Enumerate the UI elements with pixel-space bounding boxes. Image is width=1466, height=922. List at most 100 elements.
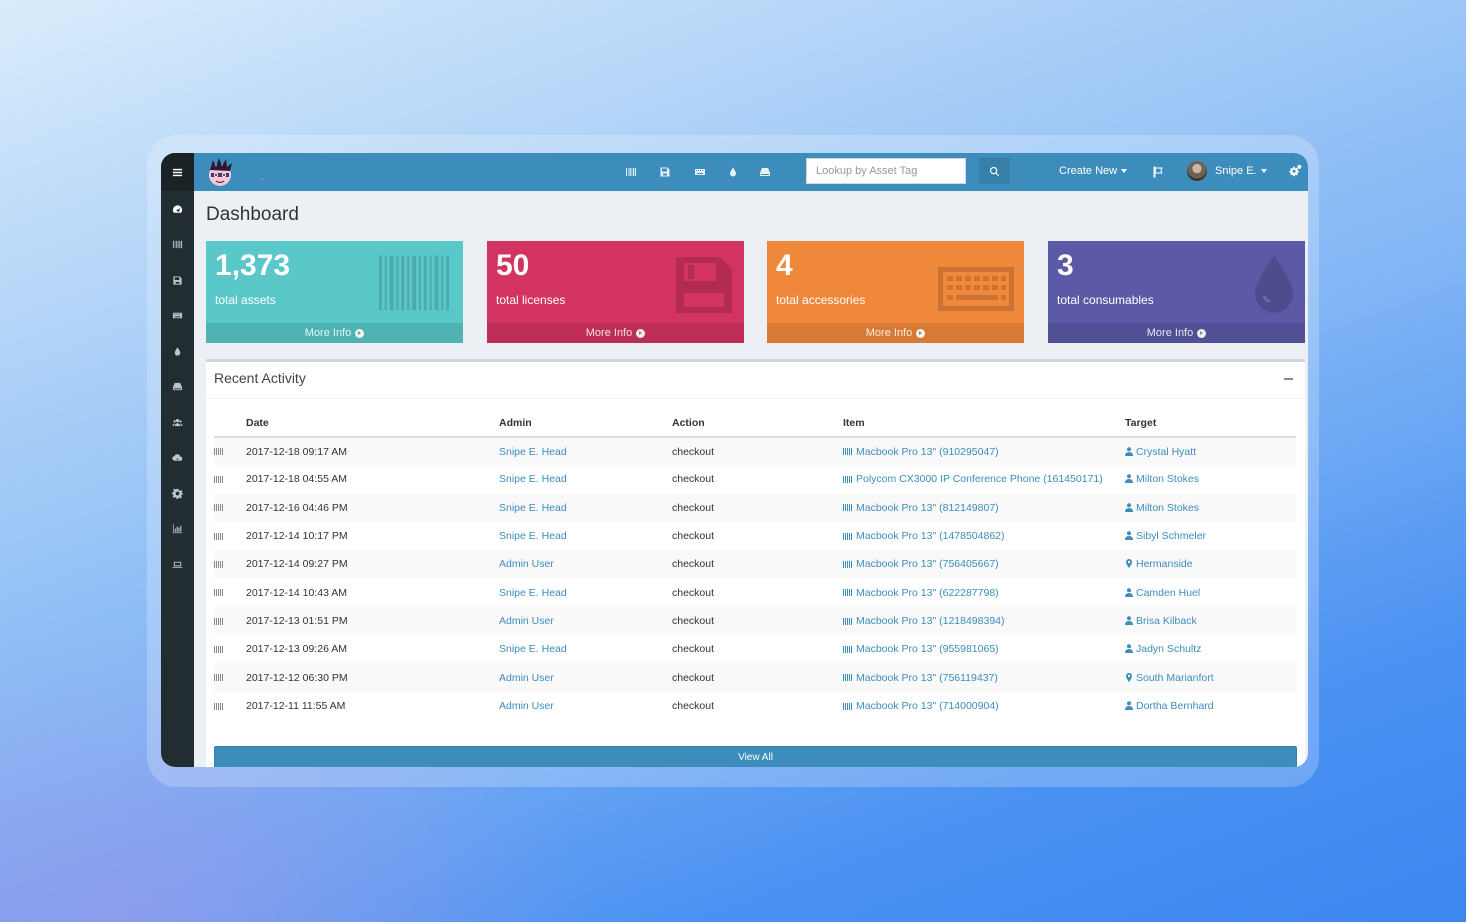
collapse-minus-icon[interactable]: [1284, 378, 1293, 380]
nav-keyboard-icon[interactable]: [693, 165, 707, 179]
snipe-it-logo[interactable]: [204, 156, 236, 188]
row-admin-link[interactable]: Admin User: [499, 671, 554, 684]
row-date: 2017-12-13 09:26 AM: [246, 643, 347, 656]
row-target-link[interactable]: Crystal Hyatt: [1125, 446, 1196, 458]
row-target-link[interactable]: Camden Huel: [1125, 587, 1200, 599]
row-item-link[interactable]: Macbook Pro 13" (812149807): [843, 502, 999, 514]
stat-number: 1,373: [215, 249, 291, 282]
row-item-label: Polycom CX3000 IP Conference Phone (1614…: [856, 473, 1103, 486]
row-target-link[interactable]: Jadyn Schultz: [1125, 643, 1201, 655]
search-button[interactable]: [979, 158, 1010, 184]
row-date: 2017-12-16 04:46 PM: [246, 493, 499, 522]
sidebar-cloud-download-icon[interactable]: [161, 447, 194, 467]
sidebar: [161, 153, 194, 767]
view-all-button[interactable]: View All: [214, 746, 1297, 767]
row-target-link[interactable]: South Marianfort: [1125, 672, 1214, 684]
row-target-link[interactable]: Milton Stokes: [1125, 473, 1199, 485]
row-item-link[interactable]: Macbook Pro 13" (955981065): [843, 643, 999, 655]
sidebar-bar-chart-icon[interactable]: [161, 518, 194, 538]
row-target-link[interactable]: Brisa Kilback: [1125, 615, 1197, 627]
row-admin-link[interactable]: Snipe E. Head: [499, 445, 567, 458]
site-name[interactable]: .: [261, 172, 264, 183]
nav-tint-icon[interactable]: [726, 165, 740, 179]
user-name-label: Snipe E.: [1215, 165, 1257, 177]
more-info-link[interactable]: More Info: [1048, 323, 1305, 343]
column-header-date[interactable]: Date: [246, 409, 499, 438]
table-header-row: Date Admin Action Item Target: [214, 409, 1296, 438]
row-action: checkout: [672, 663, 843, 692]
stat-number: 50: [496, 249, 530, 282]
sidebar-hdd-icon[interactable]: [161, 376, 194, 396]
sidebar-keyboard-icon[interactable]: [161, 305, 194, 325]
create-new-dropdown[interactable]: Create New: [1059, 165, 1128, 177]
barcode-icon: [214, 504, 224, 512]
stat-box-assets[interactable]: 1,373 total assets More Info: [206, 241, 463, 343]
sidebar-cog-icon[interactable]: [161, 483, 194, 503]
row-admin-link[interactable]: Admin User: [499, 558, 554, 571]
row-item-label: Macbook Pro 13" (955981065): [856, 643, 999, 656]
column-header-action[interactable]: Action: [672, 409, 843, 438]
more-info-link[interactable]: More Info: [487, 323, 744, 343]
nav-barcode-icon[interactable]: [624, 165, 638, 179]
row-item-link[interactable]: Macbook Pro 13" (910295047): [843, 446, 999, 458]
row-target-link[interactable]: Dortha Bernhard: [1125, 700, 1214, 712]
stat-label: total accessories: [776, 293, 866, 307]
more-info-link[interactable]: More Info: [767, 323, 1024, 343]
nav-hdd-icon[interactable]: [758, 165, 772, 179]
avatar[interactable]: [1187, 161, 1207, 181]
nav-save-icon[interactable]: [658, 165, 672, 179]
row-admin-link[interactable]: Admin User: [499, 699, 554, 712]
row-item-link[interactable]: Macbook Pro 13" (1218498394): [843, 615, 1005, 627]
sidebar-toggle-button[interactable]: [161, 153, 194, 191]
row-admin-link[interactable]: Snipe E. Head: [499, 530, 567, 543]
barcode-icon: [843, 674, 853, 682]
more-info-label: More Info: [304, 327, 352, 339]
column-header-item[interactable]: Item: [843, 409, 1125, 438]
row-item-link[interactable]: Polycom CX3000 IP Conference Phone (1614…: [843, 473, 1103, 485]
barcode-icon: [843, 589, 853, 597]
row-admin-link[interactable]: Snipe E. Head: [499, 473, 567, 486]
column-header-target[interactable]: Target: [1125, 409, 1296, 438]
flag-icon[interactable]: [1152, 165, 1164, 183]
row-target-link[interactable]: Hermanside: [1125, 558, 1193, 570]
row-item-label: Macbook Pro 13" (910295047): [856, 445, 999, 458]
table-row: 2017-12-18 04:55 AM Snipe E. Head checkout…: [214, 465, 1296, 493]
row-target-link[interactable]: Sibyl Schmeler: [1125, 530, 1206, 542]
row-item-link[interactable]: Macbook Pro 13" (756119437): [843, 672, 998, 684]
sidebar-barcode-icon[interactable]: [161, 234, 194, 254]
row-target-label: Crystal Hyatt: [1136, 445, 1197, 458]
row-target-link[interactable]: Milton Stokes: [1125, 502, 1199, 514]
row-item-link[interactable]: Macbook Pro 13" (714000904): [843, 700, 999, 712]
row-target-label: Sibyl Schmeler: [1136, 530, 1207, 543]
sidebar-tint-icon[interactable]: [161, 341, 194, 361]
barcode-icon: [377, 253, 455, 318]
row-item-link[interactable]: Macbook Pro 13" (756405667): [843, 558, 999, 570]
sidebar-users-icon[interactable]: [161, 412, 194, 432]
sidebar-save-icon[interactable]: [161, 270, 194, 290]
stat-box-accessories[interactable]: 4 total accessories More Info: [767, 241, 1024, 343]
more-info-link[interactable]: More Info: [206, 323, 463, 343]
row-item-link[interactable]: Macbook Pro 13" (622287798): [843, 587, 999, 599]
user-menu-dropdown[interactable]: Snipe E.: [1215, 165, 1267, 177]
row-admin-link[interactable]: Admin User: [499, 614, 554, 627]
row-target-label: Dortha Bernhard: [1136, 699, 1214, 712]
row-admin-link[interactable]: Snipe E. Head: [499, 643, 567, 656]
stat-box-licenses[interactable]: 50 total licenses More Info: [487, 241, 744, 343]
barcode-icon: [843, 702, 853, 710]
column-header-admin[interactable]: Admin: [499, 409, 672, 438]
row-admin-link[interactable]: Snipe E. Head: [499, 586, 567, 599]
hamburger-icon[interactable]: [161, 162, 194, 182]
barcode-icon: [214, 561, 224, 569]
table-row: 2017-12-14 09:27 PM Admin User checkout Mac…: [214, 550, 1296, 579]
user-icon: [1125, 616, 1133, 625]
row-asset-type: [214, 550, 246, 579]
gears-icon[interactable]: [1289, 164, 1302, 182]
row-item-link[interactable]: Macbook Pro 13" (1478504862): [843, 530, 1005, 542]
row-admin-link[interactable]: Snipe E. Head: [499, 501, 567, 514]
dashboard-icon[interactable]: [161, 199, 194, 219]
asset-tag-search-input[interactable]: [806, 158, 966, 184]
table-row: 2017-12-13 09:26 AM Snipe E. Head checkout…: [214, 635, 1296, 663]
barcode-icon: [214, 617, 224, 625]
stat-box-consumables[interactable]: 3 total consumables More Info: [1048, 241, 1305, 343]
sidebar-laptop-icon[interactable]: [161, 554, 194, 574]
